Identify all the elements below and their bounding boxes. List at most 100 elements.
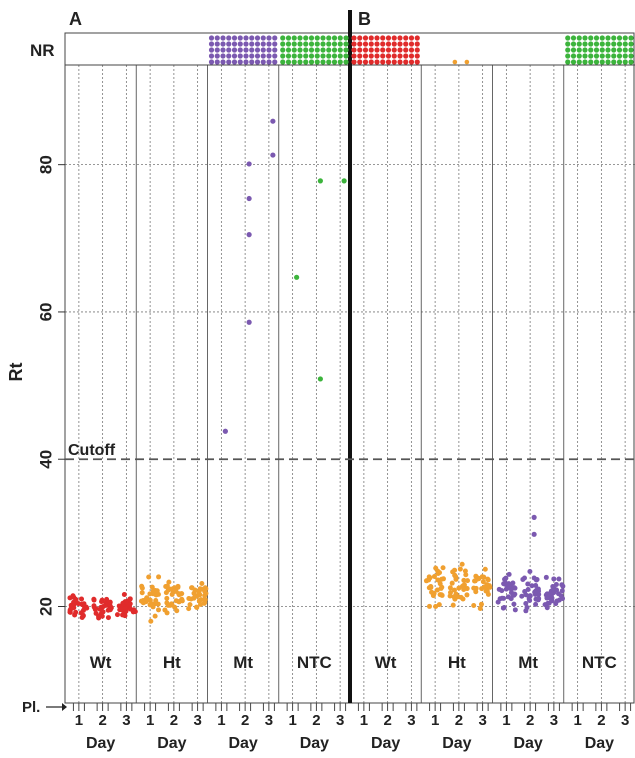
nr-point xyxy=(308,41,315,47)
data-point xyxy=(426,585,432,591)
data-point xyxy=(139,583,145,589)
nr-point xyxy=(628,47,634,53)
nr-point xyxy=(362,35,369,41)
nr-point xyxy=(243,35,249,41)
data-point xyxy=(531,531,537,537)
nr-point xyxy=(391,47,397,53)
nr-point xyxy=(237,41,243,47)
nr-point xyxy=(368,47,374,53)
data-point xyxy=(96,613,102,619)
nr-point xyxy=(391,35,397,41)
data-point xyxy=(164,595,170,601)
data-point xyxy=(154,588,160,594)
nr-point xyxy=(303,53,309,59)
nr-point xyxy=(280,53,286,59)
data-point xyxy=(246,161,252,167)
data-point xyxy=(172,604,178,610)
data-point xyxy=(461,582,467,588)
nr-point xyxy=(385,41,392,47)
day-axis-label: Day xyxy=(300,735,329,752)
day-axis-label: Day xyxy=(585,735,614,752)
data-point xyxy=(524,605,530,611)
nr-point xyxy=(362,47,369,53)
nr-point xyxy=(408,35,415,41)
nr-point xyxy=(231,53,238,59)
data-point xyxy=(131,607,137,613)
nr-point xyxy=(208,59,215,65)
nr-point xyxy=(243,41,249,47)
nr-point xyxy=(616,53,623,59)
nr-point xyxy=(368,35,374,41)
data-point xyxy=(529,583,535,589)
day-tick-label: 2 xyxy=(597,712,605,729)
data-point xyxy=(463,572,469,578)
data-points xyxy=(67,35,634,624)
nr-point xyxy=(397,41,403,47)
data-point xyxy=(551,590,557,596)
data-point xyxy=(99,597,105,603)
nr-point xyxy=(605,41,611,47)
data-point xyxy=(80,613,86,619)
nr-point xyxy=(391,41,397,47)
data-point xyxy=(482,566,488,572)
data-point xyxy=(461,577,467,583)
nr-point xyxy=(266,41,272,47)
data-point xyxy=(440,565,446,571)
day-tick-label: 2 xyxy=(98,712,106,729)
day-tick-label: 2 xyxy=(383,712,391,729)
data-point xyxy=(519,593,525,599)
data-point xyxy=(546,600,552,606)
nr-point xyxy=(357,59,363,65)
nr-point xyxy=(272,53,278,59)
data-point xyxy=(423,578,429,584)
day-axis-label: Day xyxy=(371,735,400,752)
nr-point xyxy=(565,53,571,59)
day-tick-label: 3 xyxy=(550,712,558,729)
data-point xyxy=(149,584,155,590)
nr-point xyxy=(331,59,338,65)
data-point xyxy=(457,566,463,572)
data-point xyxy=(114,612,120,618)
data-point xyxy=(558,593,564,599)
nr-point xyxy=(220,35,226,41)
day-axis-label: Day xyxy=(513,735,542,752)
nr-point xyxy=(260,47,266,53)
data-point xyxy=(197,597,203,603)
nr-point xyxy=(285,47,292,53)
nr-point xyxy=(403,41,409,47)
nr-point xyxy=(266,59,272,65)
nr-point xyxy=(565,41,571,47)
nr-point xyxy=(314,59,320,65)
data-point xyxy=(511,601,517,607)
data-point xyxy=(535,596,541,602)
panel-frames xyxy=(46,10,635,711)
data-point xyxy=(317,178,323,184)
nr-point xyxy=(220,59,226,65)
data-point xyxy=(107,599,113,605)
data-point xyxy=(155,601,161,607)
nr-point xyxy=(362,53,369,59)
data-point xyxy=(510,580,516,586)
data-point xyxy=(510,585,516,591)
data-point xyxy=(551,576,557,582)
data-point xyxy=(186,596,192,602)
nr-point xyxy=(337,47,343,53)
data-point xyxy=(246,232,252,238)
nr-point xyxy=(605,35,611,41)
panel-label: B xyxy=(358,9,371,29)
nr-point xyxy=(408,41,415,47)
data-point xyxy=(179,598,185,604)
nr-point xyxy=(214,41,220,47)
nr-point xyxy=(414,41,420,47)
nr-point xyxy=(616,59,623,65)
data-point xyxy=(122,613,128,619)
nr-point xyxy=(385,53,392,59)
nr-point xyxy=(337,41,343,47)
day-axis-label: Day xyxy=(228,735,257,752)
nr-point xyxy=(397,35,403,41)
nr-point xyxy=(599,53,605,59)
nr-point xyxy=(351,41,357,47)
nr-point xyxy=(231,41,238,47)
nr-point xyxy=(570,53,577,59)
nr-point xyxy=(249,35,255,41)
